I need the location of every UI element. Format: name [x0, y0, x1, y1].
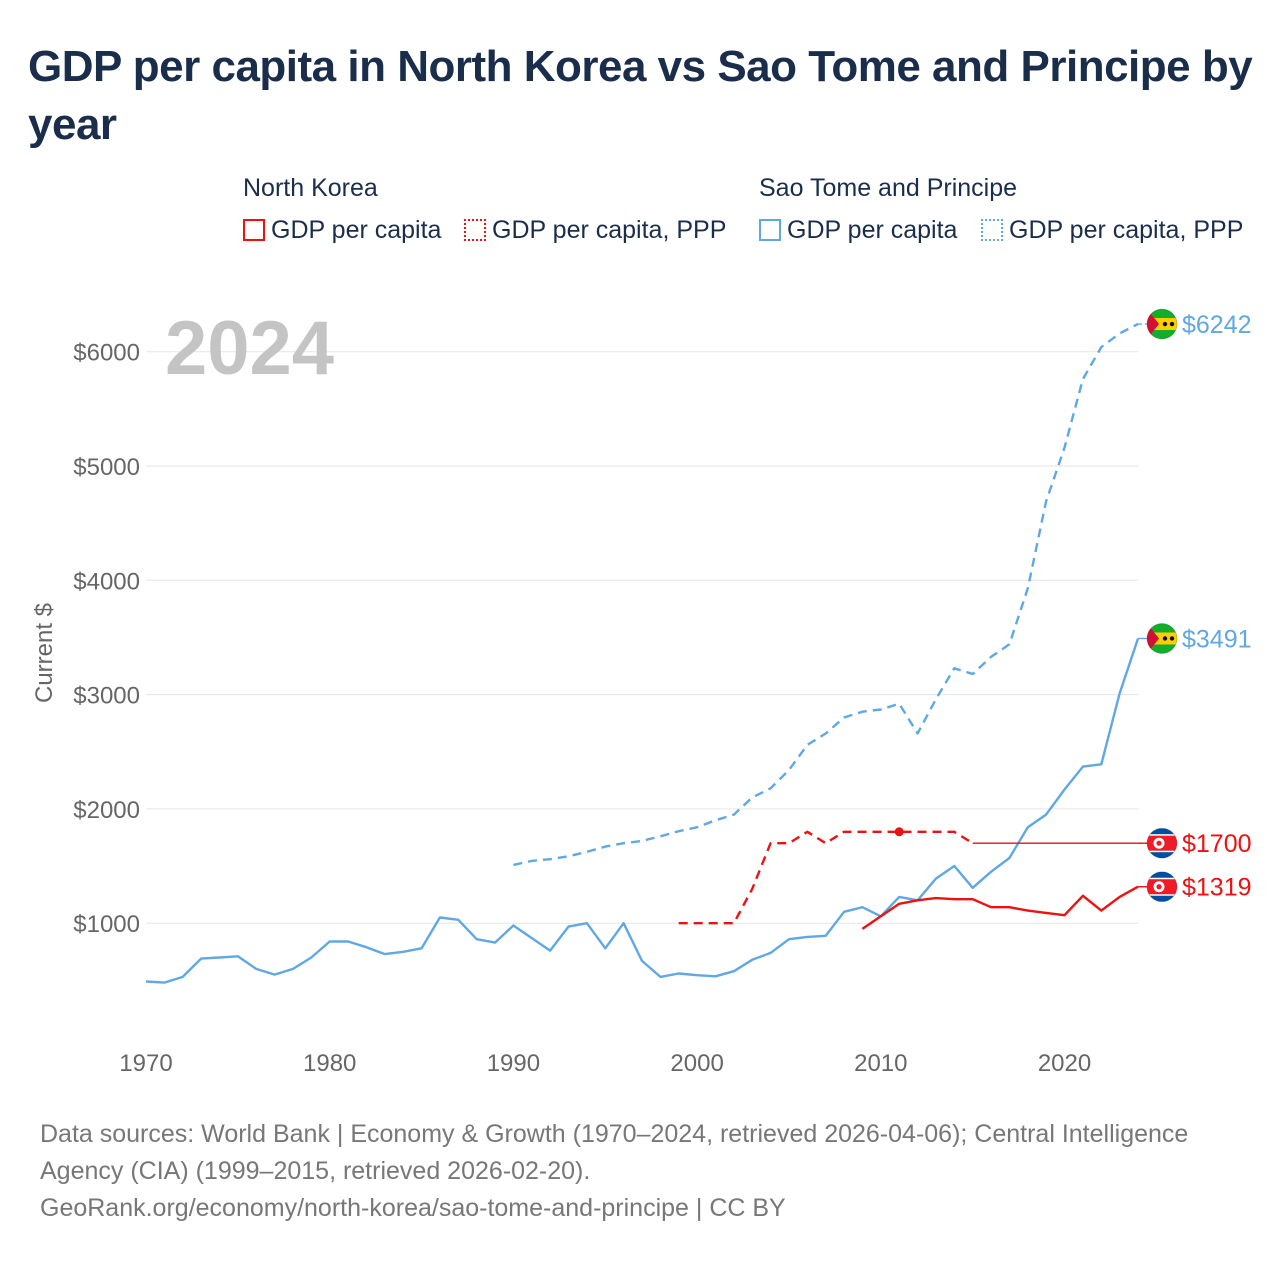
legend-label: GDP per capita, PPP: [492, 215, 727, 244]
y-tick-label: $4000: [73, 568, 140, 595]
end-value-label: $3491: [1182, 625, 1252, 653]
legend-item-sao-tome-gdp[interactable]: GDP per capita: [759, 214, 957, 246]
north-korea-flag-icon: [1146, 827, 1178, 859]
y-tick-label: $2000: [73, 797, 140, 824]
y-tick-label: $6000: [73, 340, 140, 367]
x-tick-label: 2020: [1038, 1050, 1091, 1077]
legend-swatch-dotted: [981, 219, 1003, 241]
end-value-label: $1700: [1182, 830, 1252, 858]
legend-swatch-solid: [759, 219, 781, 241]
y-tick-label: $1000: [73, 911, 140, 938]
sao-tome-flag-icon: [1146, 308, 1178, 340]
legend-item-sao-tome-ppp[interactable]: GDP per capita, PPP: [981, 214, 1243, 246]
legend-group-sao-tome: Sao Tome and Principe: [759, 174, 1018, 202]
x-axis: 1970 1980 1990 2000 2010 2020: [119, 1050, 1091, 1077]
series-line-sao_tome-ppp: [513, 322, 1139, 867]
series-line-sao_tome-gdp: [145, 638, 1140, 984]
series-lines: [145, 322, 1152, 984]
legend-swatch-solid: [243, 219, 265, 241]
y-axis: $1000 $2000 $3000 $4000 $5000 $6000: [73, 340, 140, 939]
x-tick-label: 1980: [303, 1050, 356, 1077]
year-label: 2024: [165, 306, 334, 391]
end-value-label: $1319: [1182, 874, 1252, 902]
gridlines: [146, 351, 1138, 924]
sao-tome-flag-icon: [1146, 622, 1178, 654]
footer: Data sources: World Bank | Economy & Gro…: [40, 1116, 1250, 1227]
x-tick-label: 2010: [854, 1050, 907, 1077]
line-chart: $1000$2000$3000$4000$5000$6000 1970 1980 1…: [31, 306, 1252, 1077]
end-labels: $6242 $3491 $1700 $1319: [1138, 308, 1252, 903]
footer-sources: Data sources: World Bank | Economy & Gro…: [40, 1120, 1189, 1185]
series-line-north_korea-gdp: [861, 885, 1139, 930]
legend-swatch-dotted: [464, 219, 486, 241]
legend-item-north-korea-gdp[interactable]: GDP per capita: [243, 214, 441, 246]
chart-title: GDP per capita in North Korea vs Sao Tom…: [28, 42, 1253, 149]
x-tick-label: 1970: [119, 1050, 172, 1077]
y-tick-label: $5000: [73, 454, 140, 481]
legend-group-north-korea: North Korea: [243, 174, 378, 202]
x-tick-label: 1990: [487, 1050, 540, 1077]
series-line-north_korea-ppp: [678, 830, 974, 925]
y-axis-title: Current $: [31, 603, 58, 703]
north-korea-flag-icon: [1146, 871, 1178, 903]
legend-item-north-korea-ppp[interactable]: GDP per capita, PPP: [464, 214, 726, 246]
legend-label: GDP per capita, PPP: [1009, 215, 1244, 244]
legend-label: GDP per capita: [787, 215, 958, 244]
x-tick-label: 2000: [670, 1050, 723, 1077]
end-value-label: $6242: [1182, 311, 1252, 339]
series-marker: [894, 827, 904, 837]
footer-credit[interactable]: GeoRank.org/economy/north-korea/sao-tome…: [40, 1194, 786, 1222]
y-tick-label: $3000: [73, 683, 140, 710]
legend-label: GDP per capita: [271, 215, 442, 244]
